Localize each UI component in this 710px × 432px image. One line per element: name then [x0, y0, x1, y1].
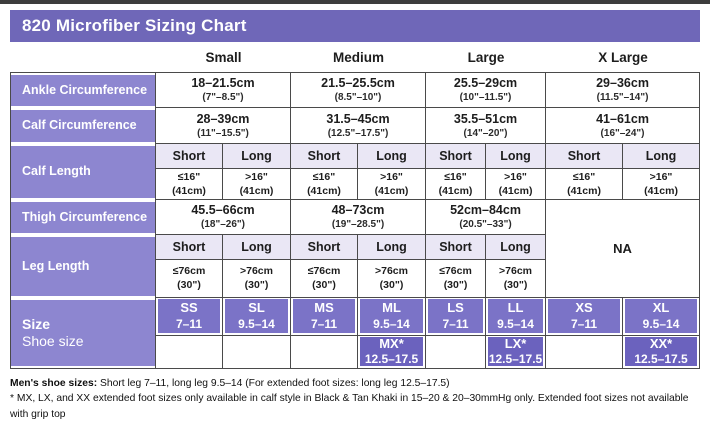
calf-length-subheader-cell: Short — [156, 144, 223, 169]
ankle-row: Ankle Circumference 18–21.5cm (7"–8.5") 2… — [10, 72, 701, 108]
extended-cell-mx: MX* 12.5–17.5 — [358, 336, 427, 369]
top-border-strip — [0, 0, 710, 4]
size-cell-xs: XS 7–11 — [546, 298, 624, 336]
calf-length-value-cell: ≤16" (41cm) — [546, 169, 624, 200]
calf-circumference-row: Calf Circumference 28–39cm (11"–15.5") 31… — [10, 108, 701, 144]
row-label-ankle: Ankle Circumference — [10, 72, 156, 108]
size-cell-xl: XL 9.5–14 — [623, 298, 701, 336]
column-header-small: Small — [205, 49, 242, 65]
leg-length-subheader-cell: Short — [156, 235, 223, 260]
cell-xlarge-na: NA — [546, 200, 701, 298]
cell-thigh-medium: 48–73cm (19"–28.5") — [291, 200, 427, 235]
footnote-extended-sizes: * MX, LX, and XX extended foot sizes onl… — [10, 393, 689, 420]
column-header-xlarge: X Large — [598, 49, 648, 65]
size-cell-ss: SS 7–11 — [156, 298, 223, 336]
leg-length-value-cell: ≤76cm (30") — [426, 260, 487, 298]
row-label-calf-circumference: Calf Circumference — [10, 108, 156, 144]
size-cell-ll: LL 9.5–14 — [486, 298, 547, 336]
leg-length-subheader-cell: Long — [486, 235, 547, 260]
extended-cell-empty — [156, 336, 223, 369]
column-header-spacer — [10, 42, 156, 72]
extended-cell-xx: XX* 12.5–17.5 — [623, 336, 701, 369]
sizing-chart-table: Small Medium Large X Large Ankle Circumf… — [10, 42, 701, 369]
leg-length-subheader-row: Leg Length Short Long Short Long Short L… — [10, 235, 700, 298]
calf-length-subheader-cell: Short — [426, 144, 487, 169]
calf-length-subheader-cell: Long — [358, 144, 427, 169]
cell-thigh-large: 52cm–84cm (20.5"–33") — [426, 200, 547, 235]
footnote-mens-shoe-sizes: Men's shoe sizes: Short leg 7–11, long l… — [10, 378, 450, 389]
calf-length-subheader-row: Calf Length Short Long Short Long Short … — [10, 144, 701, 200]
page-title: 820 Microfiber Sizing Chart — [22, 16, 247, 35]
calf-length-subheader-cell: Long — [623, 144, 701, 169]
thigh-row: Thigh Circumference 45.5–66cm (18"–26") 4… — [10, 200, 701, 298]
chart-title-bar: 820 Microfiber Sizing Chart — [10, 10, 700, 42]
calf-length-subheader-cell: Short — [291, 144, 358, 169]
size-cell-sl: SL 9.5–14 — [223, 298, 291, 336]
size-cell-ls: LS 7–11 — [426, 298, 487, 336]
extended-cell-empty — [291, 336, 358, 369]
leg-length-value-cell: >76cm (30") — [223, 260, 291, 298]
leg-length-value-cell: ≤76cm (30") — [291, 260, 358, 298]
calf-length-subheader-cell: Short — [546, 144, 624, 169]
leg-length-value-cell: >76cm (30") — [358, 260, 427, 298]
size-cell-ml: ML 9.5–14 — [358, 298, 427, 336]
calf-length-value-cell: >16" (41cm) — [623, 169, 701, 200]
calf-length-value-cell: >16" (41cm) — [358, 169, 427, 200]
row-label-leg-length: Leg Length — [10, 235, 156, 298]
size-cell-ms: MS 7–11 — [291, 298, 358, 336]
calf-length-subheader-cell: Long — [486, 144, 547, 169]
column-header-row: Small Medium Large X Large — [10, 42, 700, 72]
calf-length-value-cell: ≤16" (41cm) — [291, 169, 358, 200]
calf-length-value-cell: ≤16" (41cm) — [156, 169, 223, 200]
column-header-large: Large — [467, 49, 505, 65]
cell-calfcirc-large: 35.5–51cm (14"–20") — [426, 108, 547, 144]
leg-length-subheader-cell: Long — [223, 235, 291, 260]
leg-length-subheader-cell: Short — [291, 235, 358, 260]
extended-cell-empty — [426, 336, 487, 369]
cell-calfcirc-xlarge: 41–61cm (16"–24") — [546, 108, 701, 144]
cell-calfcirc-small: 28–39cm (11"–15.5") — [156, 108, 291, 144]
cell-calfcirc-medium: 31.5–45cm (12.5"–17.5") — [291, 108, 427, 144]
footnotes: Men's shoe sizes: Short leg 7–11, long l… — [10, 376, 700, 422]
leg-length-value-cell: >76cm (30") — [486, 260, 547, 298]
page-content: 820 Microfiber Sizing Chart Small Medium… — [0, 4, 710, 422]
calf-length-values-row: ≤16" (41cm) >16" (41cm) ≤16" (41cm) >16" (41… — [10, 169, 701, 200]
row-label-size: Size Shoe size — [10, 298, 156, 369]
extended-size-row: MX* 12.5–17.5 LX* 12.5–17.5 XX* 12.5–17.5 — [10, 336, 701, 369]
cell-ankle-large: 25.5–29cm (10"–11.5") — [426, 72, 547, 108]
calf-length-subheader-cell: Long — [223, 144, 291, 169]
calf-length-value-cell: >16" (41cm) — [486, 169, 547, 200]
cell-ankle-xlarge: 29–36cm (11.5"–14") — [546, 72, 701, 108]
row-label-calf-length: Calf Length — [10, 144, 156, 200]
leg-length-subheader-cell: Short — [426, 235, 487, 260]
leg-length-subheader-cell: Long — [358, 235, 427, 260]
leg-length-value-cell: ≤76cm (30") — [156, 260, 223, 298]
leg-length-values-row: ≤76cm (30") >76cm (30") ≤76cm (30") >76cm (3… — [10, 260, 700, 298]
cell-ankle-small: 18–21.5cm (7"–8.5") — [156, 72, 291, 108]
cell-thigh-small: 45.5–66cm (18"–26") — [156, 200, 291, 235]
cell-ankle-medium: 21.5–25.5cm (8.5"–10") — [291, 72, 427, 108]
column-header-medium: Medium — [333, 49, 385, 65]
calf-length-value-cell: ≤16" (41cm) — [426, 169, 487, 200]
extended-cell-empty — [223, 336, 291, 369]
calf-length-value-cell: >16" (41cm) — [223, 169, 291, 200]
size-row: Size Shoe size SS 7–11 SL 9.5–14 MS 7–11 ML… — [10, 298, 701, 369]
extended-cell-empty — [546, 336, 624, 369]
extended-cell-lx: LX* 12.5–17.5 — [486, 336, 547, 369]
row-label-thigh: Thigh Circumference — [10, 200, 156, 235]
